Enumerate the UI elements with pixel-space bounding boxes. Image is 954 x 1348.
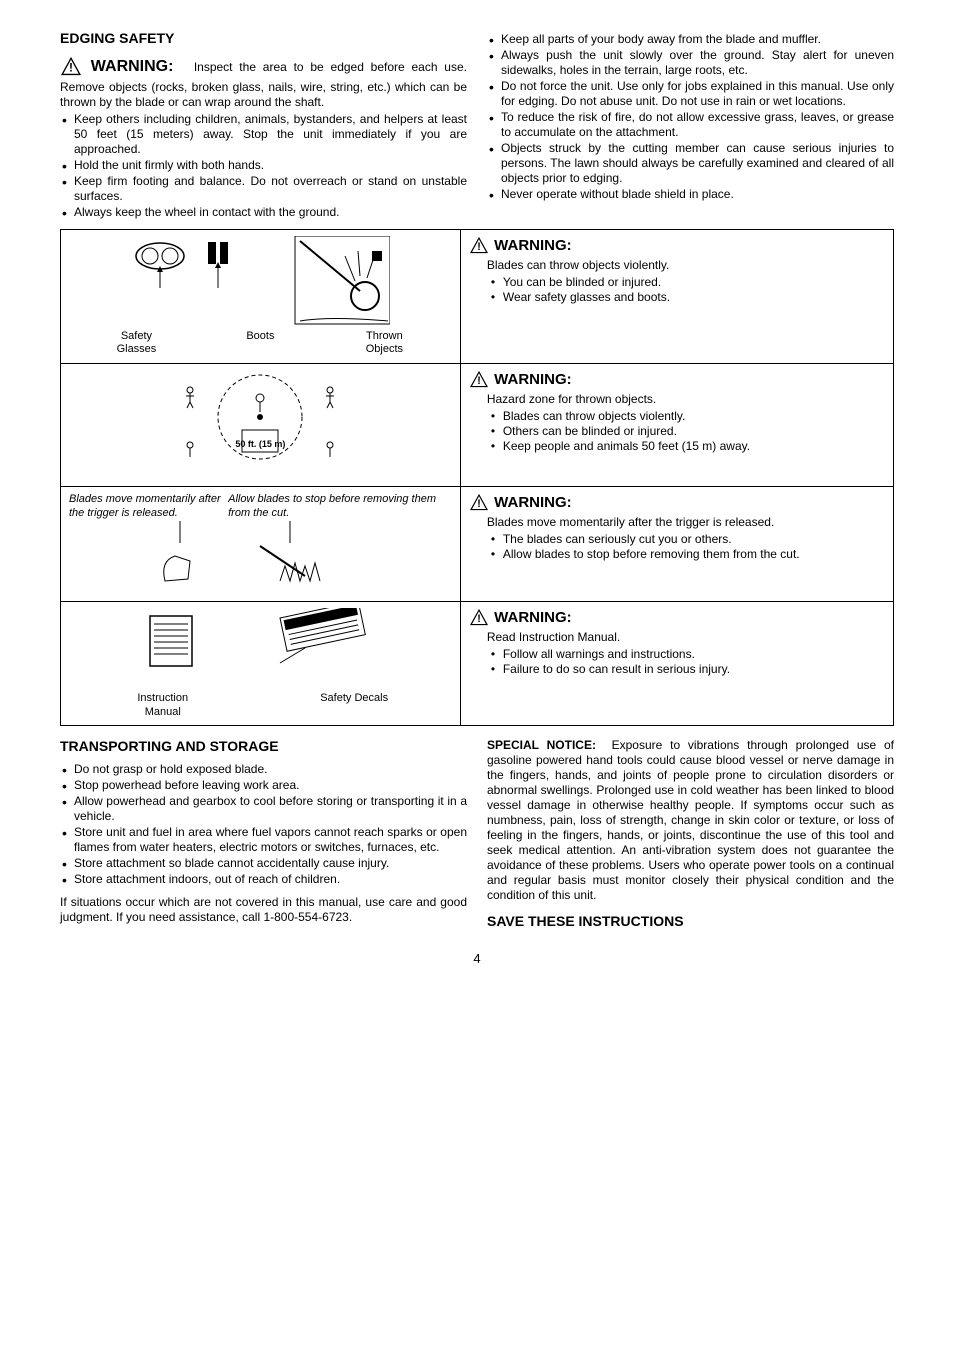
table-row: 50 ft. (15 m) ! WARNING: Hazard zone for…: [61, 364, 894, 487]
warning-cell-3: ! WARNING: Blades move momentarily after…: [460, 487, 893, 602]
svg-text:!: !: [477, 498, 481, 510]
label-instruction-manual: Instruction Manual: [133, 692, 193, 720]
bottom-right-col: SPECIAL NOTICE: Exposure to vibrations t…: [487, 738, 894, 931]
list-item: Allow powerhead and gearbox to cool befo…: [60, 794, 467, 824]
bottom-section: TRANSPORTING AND STORAGE Do not grasp or…: [60, 738, 894, 931]
label-safety-decals: Safety Decals: [320, 692, 388, 720]
warning-title: WARNING:: [494, 494, 572, 511]
edging-safety-heading: EDGING SAFETY: [60, 30, 467, 48]
transport-heading: TRANSPORTING AND STORAGE: [60, 738, 467, 756]
list-item: Keep people and animals 50 feet (15 m) a…: [491, 439, 885, 454]
blade-motion-diagram: [130, 521, 390, 591]
page: EDGING SAFETY ! WARNING: Inspect the are…: [60, 30, 894, 967]
list-item: Always keep the wheel in contact with th…: [60, 205, 467, 220]
diagram-cell-1: Safety Glasses Boots Thrown Objects: [61, 229, 461, 364]
svg-text:!: !: [477, 240, 481, 252]
table-row: Blades move momentarily after the trigge…: [61, 487, 894, 602]
warning-triangle-icon: !: [469, 493, 489, 515]
right-bullets: Keep all parts of your body away from th…: [487, 32, 894, 202]
warning-triangle-icon: !: [469, 370, 489, 392]
list-item: You can be blinded or injured.: [491, 275, 885, 290]
list-item: Blades can throw objects violently.: [491, 409, 885, 424]
list-item: Objects struck by the cutting member can…: [487, 141, 894, 186]
list-item: Stop powerhead before leaving work area.: [60, 778, 467, 793]
warning-items: Follow all warnings and instructions. Fa…: [483, 647, 885, 677]
svg-text:!: !: [477, 375, 481, 387]
top-right-col: Keep all parts of your body away from th…: [487, 30, 894, 221]
list-item: Keep others including children, animals,…: [60, 112, 467, 157]
label-safety-glasses: Safety Glasses: [111, 330, 161, 358]
warning-title: WARNING:: [494, 371, 572, 388]
warning-table: Safety Glasses Boots Thrown Objects ! WA…: [60, 229, 894, 727]
special-notice: SPECIAL NOTICE: Exposure to vibrations t…: [487, 738, 894, 903]
list-item: Keep firm footing and balance. Do not ov…: [60, 174, 467, 204]
label-blades-move: Blades move momentarily after the trigge…: [69, 493, 222, 521]
warning-lead: Read Instruction Manual.: [487, 630, 885, 645]
bottom-left-col: TRANSPORTING AND STORAGE Do not grasp or…: [60, 738, 467, 931]
list-item: Do not grasp or hold exposed blade.: [60, 762, 467, 777]
list-item: Store unit and fuel in area where fuel v…: [60, 825, 467, 855]
warning-items: You can be blinded or injured. Wear safe…: [483, 275, 885, 305]
svg-text:!: !: [69, 60, 73, 74]
list-item: Wear safety glasses and boots.: [491, 290, 885, 305]
save-instructions: SAVE THESE INSTRUCTIONS: [487, 913, 894, 931]
list-item: To reduce the risk of fire, do not allow…: [487, 110, 894, 140]
diagram1-labels: Safety Glasses Boots Thrown Objects: [69, 330, 452, 358]
list-item: Failure to do so can result in serious i…: [491, 662, 885, 677]
warning-lead: Blades can throw objects violently.: [487, 258, 885, 273]
list-item: Do not force the unit. Use only for jobs…: [487, 79, 894, 109]
list-item: Allow blades to stop before removing the…: [491, 547, 885, 562]
warning-title: WARNING:: [494, 237, 572, 254]
list-item: Others can be blinded or injured.: [491, 424, 885, 439]
warning-lead: Blades move momentarily after the trigge…: [487, 515, 885, 530]
page-number: 4: [60, 951, 894, 967]
warning-title: WARNING:: [494, 609, 572, 626]
list-item: Follow all warnings and instructions.: [491, 647, 885, 662]
label-allow-stop: Allow blades to stop before removing the…: [228, 493, 439, 521]
transport-bullets: Do not grasp or hold exposed blade. Stop…: [60, 762, 467, 887]
top-left-col: EDGING SAFETY ! WARNING: Inspect the are…: [60, 30, 467, 221]
warning-paragraph: ! WARNING: Inspect the area to be edged …: [60, 56, 467, 110]
table-row: Instruction Manual Safety Decals ! WARNI…: [61, 601, 894, 726]
warning-label: WARNING:: [91, 58, 174, 75]
list-item: Never operate without blade shield in pl…: [487, 187, 894, 202]
label-boots: Boots: [246, 330, 274, 358]
list-item: Store attachment indoors, out of reach o…: [60, 872, 467, 887]
svg-text:!: !: [477, 613, 481, 625]
special-text: Exposure to vibrations through prolonged…: [487, 738, 894, 902]
warning-block: ! WARNING: Blades can throw objects viol…: [469, 236, 885, 305]
left-bullets: Keep others including children, animals,…: [60, 112, 467, 220]
list-item: The blades can seriously cut you or othe…: [491, 532, 885, 547]
warning-cell-4: ! WARNING: Read Instruction Manual. Foll…: [460, 601, 893, 726]
manual-decals-diagram: [130, 608, 390, 688]
warning-lead: Hazard zone for thrown objects.: [487, 392, 885, 407]
warning-cell-1: ! WARNING: Blades can throw objects viol…: [460, 229, 893, 364]
top-section: EDGING SAFETY ! WARNING: Inspect the are…: [60, 30, 894, 221]
warning-cell-2: ! WARNING: Hazard zone for thrown object…: [460, 364, 893, 487]
diagram-cell-3: Blades move momentarily after the trigge…: [61, 487, 461, 602]
diagram-cell-2: 50 ft. (15 m): [61, 364, 461, 487]
list-item: Store attachment so blade cannot acciden…: [60, 856, 467, 871]
list-item: Always push the unit slowly over the gro…: [487, 48, 894, 78]
warning-triangle-icon: !: [60, 56, 82, 80]
special-label: SPECIAL NOTICE:: [487, 738, 596, 752]
hazard-zone-diagram: [130, 370, 390, 465]
list-item: Keep all parts of your body away from th…: [487, 32, 894, 47]
warning-items: Blades can throw objects violently. Othe…: [483, 409, 885, 454]
warning-items: The blades can seriously cut you or othe…: [483, 532, 885, 562]
label-thrown-objects: Thrown Objects: [359, 330, 409, 358]
table-row: Safety Glasses Boots Thrown Objects ! WA…: [61, 229, 894, 364]
list-item: Hold the unit firmly with both hands.: [60, 158, 467, 173]
diagram-cell-4: Instruction Manual Safety Decals: [61, 601, 461, 726]
warning-triangle-icon: !: [469, 608, 489, 630]
warning-triangle-icon: !: [469, 236, 489, 258]
label-50ft: 50 ft. (15 m): [69, 439, 452, 450]
transport-footer: If situations occur which are not covere…: [60, 895, 467, 925]
goggles-boots-diagram: [130, 236, 390, 326]
